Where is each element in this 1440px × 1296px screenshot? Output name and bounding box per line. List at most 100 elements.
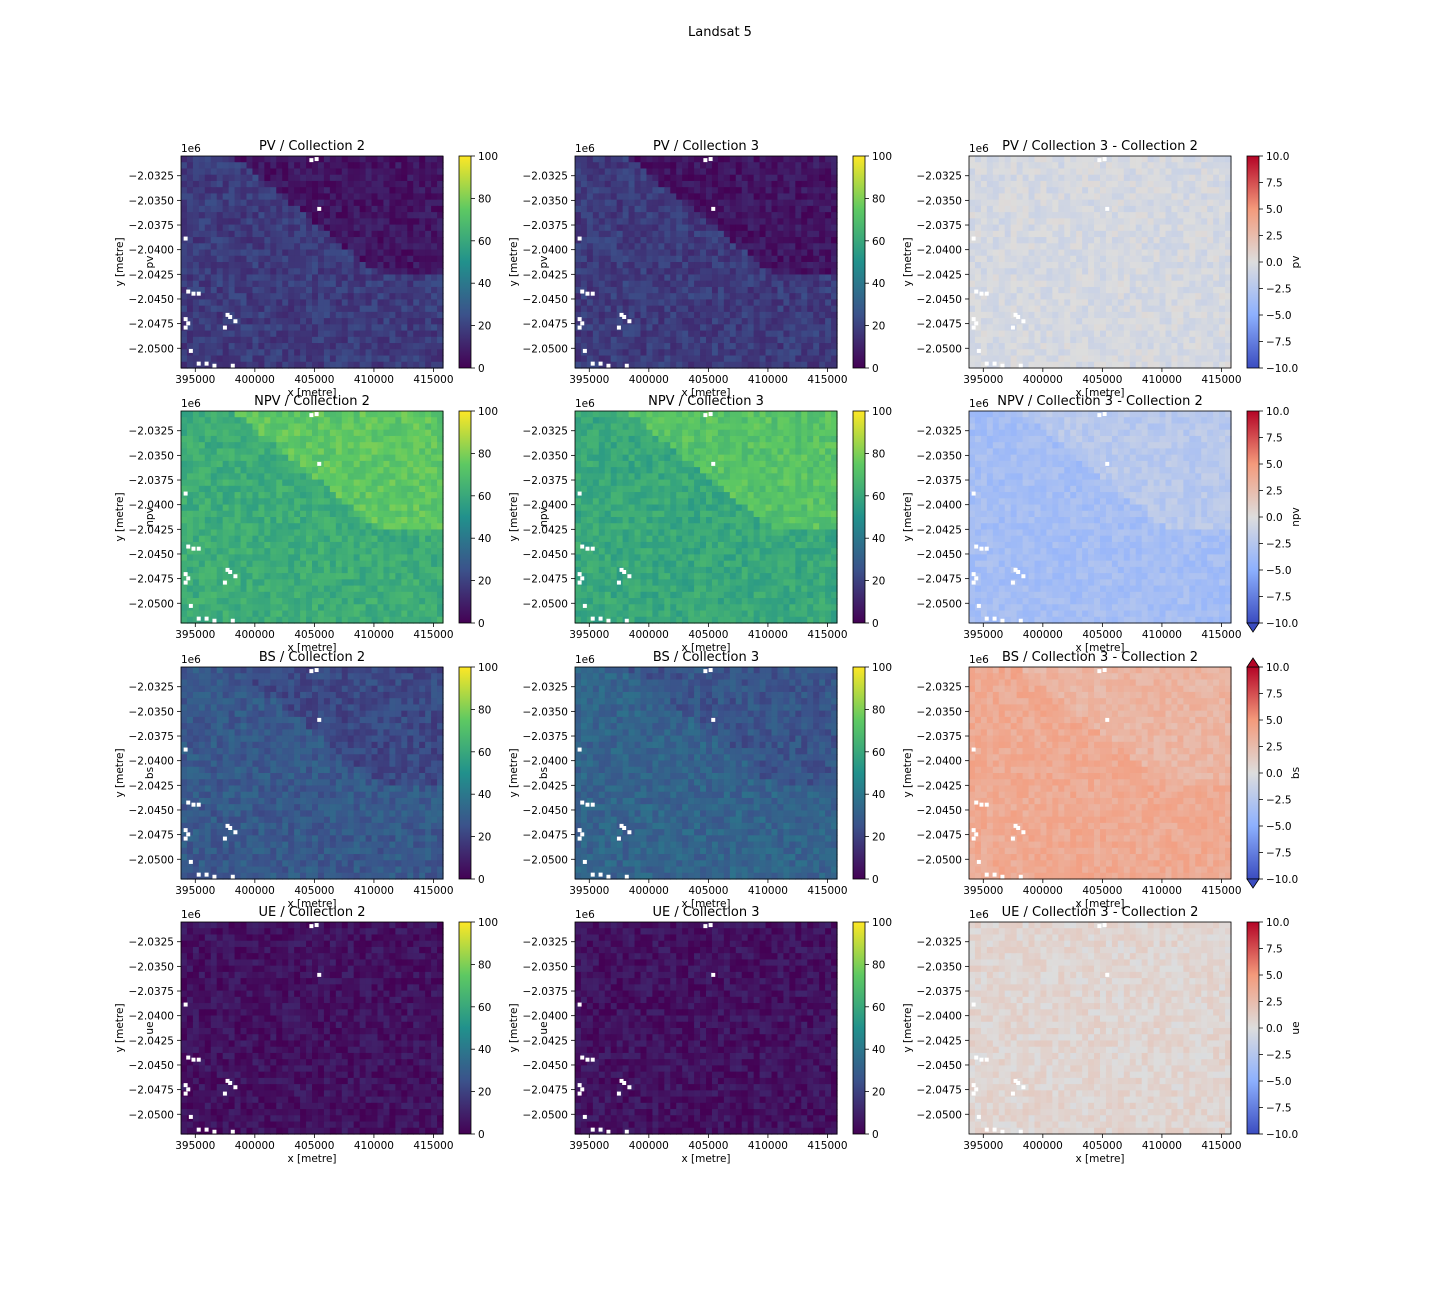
heatmap-cell: [341, 305, 349, 313]
heatmap-cell: [407, 262, 414, 269]
heatmap-cell: [425, 274, 432, 282]
heatmap-cell: [431, 230, 438, 238]
heatmap-cell: [717, 293, 725, 301]
heatmap-cell: [1088, 187, 1095, 195]
heatmap-cell: [1141, 324, 1149, 332]
heatmap-cell: [329, 262, 337, 269]
heatmap-cell: [347, 162, 355, 170]
heatmap-cell: [1165, 349, 1173, 357]
heatmap-cell: [252, 299, 259, 307]
heatmap-cell: [312, 205, 319, 213]
heatmap-field: [969, 156, 1232, 369]
heatmap-cell: [377, 324, 385, 332]
heatmap-cell: [240, 243, 248, 251]
heatmap-cell: [789, 311, 796, 319]
nodata-pixel: [1000, 363, 1005, 368]
heatmap-cell: [317, 318, 325, 325]
heatmap-cell: [610, 361, 618, 369]
heatmap-cell: [365, 442, 373, 450]
heatmap-cell: [974, 336, 982, 344]
heatmap-cell: [998, 330, 1006, 338]
heatmap-cell: [1094, 336, 1101, 344]
heatmap-cell: [1165, 355, 1173, 363]
heatmap-cell: [246, 187, 254, 195]
heatmap-cell: [1171, 243, 1178, 251]
heatmap-cell: [1141, 199, 1149, 207]
heatmap-cell: [1219, 249, 1226, 257]
heatmap-cell: [1022, 280, 1030, 288]
heatmap-cell: [986, 274, 994, 282]
y-tick-label: −2.0500: [522, 343, 568, 355]
heatmap-cell: [401, 293, 408, 301]
heatmap-cell: [1028, 180, 1036, 188]
heatmap-cell: [688, 324, 695, 332]
heatmap-cell: [741, 268, 749, 276]
heatmap-cell: [747, 330, 755, 338]
heatmap-cell: [998, 274, 1006, 282]
heatmap-cell: [986, 243, 994, 251]
heatmap-cell: [407, 417, 414, 425]
heatmap-cell: [359, 218, 367, 226]
heatmap-cell: [1088, 268, 1095, 276]
nodata-pixel: [1013, 312, 1018, 317]
heatmap-cell: [192, 237, 200, 244]
nodata-pixel: [711, 206, 716, 211]
heatmap-cell: [317, 336, 325, 344]
heatmap-cell: [1040, 255, 1047, 263]
heatmap-cell: [664, 336, 671, 344]
heatmap-cell: [198, 355, 206, 363]
heatmap-cell: [813, 293, 820, 301]
heatmap-cell: [658, 205, 665, 213]
heatmap-cell: [401, 423, 408, 431]
heatmap-cell: [980, 180, 988, 188]
heatmap-cell: [771, 168, 779, 176]
heatmap-cell: [682, 330, 689, 338]
heatmap-cell: [1058, 249, 1065, 257]
heatmap-cell: [1219, 311, 1226, 319]
heatmap-cell: [341, 324, 349, 332]
heatmap-cell: [1111, 199, 1119, 207]
heatmap-cell: [658, 324, 665, 332]
heatmap-cell: [1219, 180, 1226, 188]
heatmap-cell: [312, 448, 319, 456]
heatmap-cell: [825, 293, 832, 301]
heatmap-cell: [646, 330, 653, 338]
heatmap-cell: [1213, 162, 1220, 170]
heatmap-cell: [1219, 237, 1226, 244]
heatmap-cell: [789, 299, 796, 307]
x-tick-label: 415000: [1201, 374, 1241, 386]
heatmap-cell: [419, 355, 426, 363]
heatmap-cell: [998, 224, 1006, 232]
heatmap-cell: [1076, 293, 1083, 301]
heatmap-cell: [831, 230, 838, 238]
heatmap-cell: [795, 199, 802, 207]
heatmap-cell: [580, 224, 588, 232]
heatmap-cell: [801, 168, 808, 176]
heatmap-cell: [676, 174, 683, 182]
heatmap-cell: [1195, 162, 1202, 170]
heatmap-cell: [198, 324, 206, 332]
heatmap-cell: [323, 343, 331, 350]
heatmap-cell: [1129, 274, 1137, 282]
heatmap-cell: [1111, 249, 1119, 257]
heatmap-cell: [1153, 293, 1161, 301]
heatmap-cell: [431, 330, 438, 338]
heatmap-cell: [807, 162, 814, 170]
heatmap-cell: [628, 262, 636, 269]
heatmap-cell: [1088, 156, 1095, 163]
heatmap-cell: [831, 205, 838, 213]
heatmap-cell: [240, 255, 248, 263]
heatmap-cell: [347, 237, 355, 244]
heatmap-cell: [747, 318, 755, 325]
heatmap-cell: [300, 199, 307, 207]
heatmap-cell: [676, 262, 683, 269]
heatmap-cell: [1147, 249, 1155, 257]
heatmap-cell: [735, 268, 743, 276]
heatmap-cell: [210, 187, 218, 195]
heatmap-cell: [735, 156, 743, 163]
heatmap-cell: [317, 355, 325, 363]
heatmap-cell: [347, 417, 355, 425]
heatmap-cell: [258, 355, 265, 363]
heatmap-cell: [729, 355, 737, 363]
heatmap-cell: [586, 193, 594, 201]
